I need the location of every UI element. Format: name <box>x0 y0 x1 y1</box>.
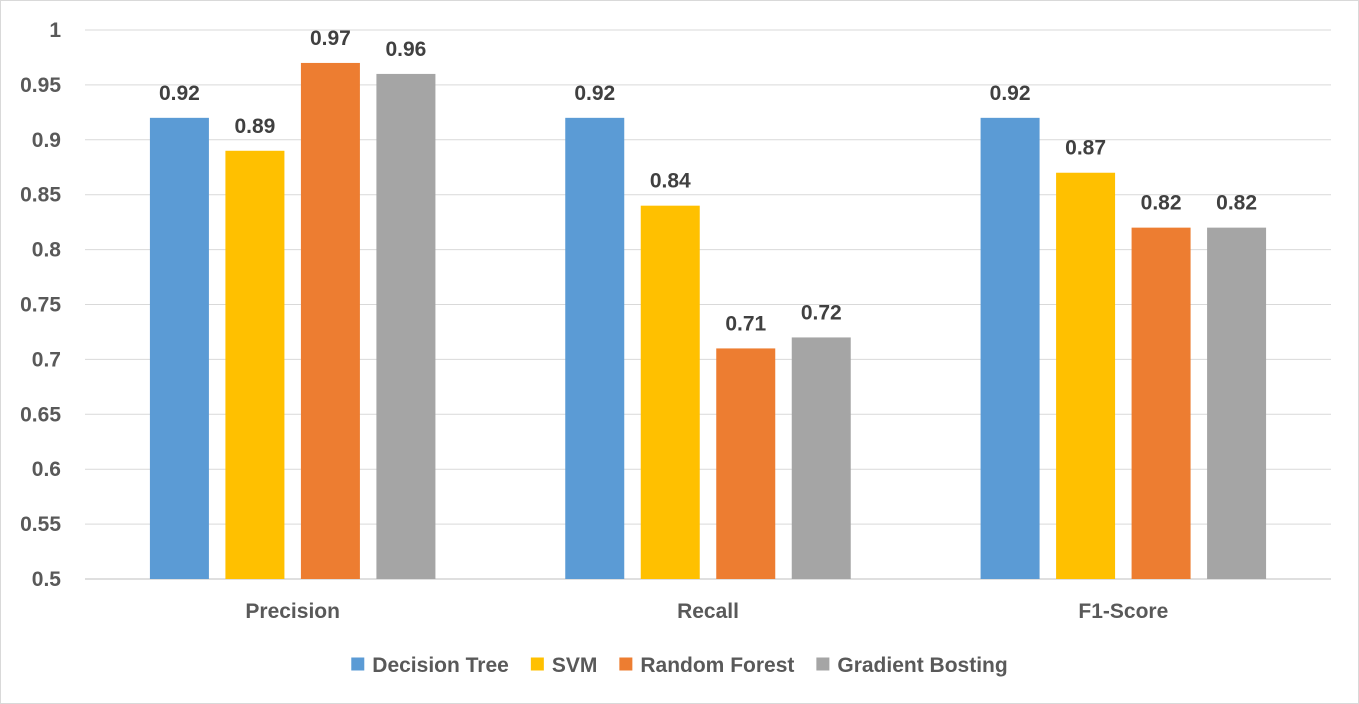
data-label: 0.97 <box>310 27 351 50</box>
legend-label: SVM <box>552 654 598 677</box>
y-tick-label: 0.8 <box>32 239 62 262</box>
x-category-label: Precision <box>245 600 340 623</box>
y-axis: 0.5 0.55 0.6 0.65 0.7 0.75 0.8 0.85 0.9 0.95 1 <box>20 19 61 591</box>
data-label: 0.84 <box>650 170 691 193</box>
y-tick-label: 0.95 <box>20 74 61 97</box>
y-tick-label: 0.5 <box>32 568 62 591</box>
y-tick-label: 0.9 <box>32 129 61 152</box>
bar-gradient-bosting-f1-score <box>1207 227 1267 579</box>
data-labels: 0.92 0.89 0.97 0.96 0.92 0.84 0.71 0.72 0.92 0.87… <box>159 27 1257 335</box>
x-axis: Precision Recall F1-Score <box>245 600 1168 623</box>
legend-swatch <box>351 657 365 671</box>
legend: Decision Tree SVM Random Forest Gradient Bo… <box>351 654 1008 677</box>
legend-swatch <box>816 657 830 671</box>
bar-svm-recall <box>640 205 700 579</box>
bar-random-forest-recall <box>716 348 776 579</box>
bar-decision-tree-f1-score <box>980 117 1040 579</box>
y-tick-label: 1 <box>49 19 61 42</box>
legend-swatch <box>530 657 544 671</box>
bar-random-forest-precision <box>300 62 360 579</box>
bar-decision-tree-recall <box>565 117 625 579</box>
legend-item: Gradient Bosting <box>816 654 1008 677</box>
x-category-label: Recall <box>677 600 739 623</box>
data-label: 0.92 <box>159 82 200 105</box>
legend-item: SVM <box>530 654 598 677</box>
bar-gradient-bosting-precision <box>376 73 436 580</box>
bar-random-forest-f1-score <box>1131 227 1191 579</box>
gridlines <box>85 29 1331 580</box>
data-label: 0.82 <box>1216 192 1257 215</box>
data-label: 0.92 <box>990 82 1031 105</box>
data-label: 0.89 <box>234 115 275 138</box>
legend-item: Decision Tree <box>351 654 509 677</box>
legend-label: Gradient Bosting <box>837 654 1007 677</box>
data-label: 0.71 <box>725 312 766 335</box>
data-label: 0.87 <box>1065 137 1106 160</box>
y-tick-label: 0.6 <box>32 458 61 481</box>
data-label: 0.82 <box>1141 192 1182 215</box>
y-tick-label: 0.55 <box>20 513 61 536</box>
y-tick-label: 0.85 <box>20 184 61 207</box>
legend-item: Random Forest <box>619 654 794 677</box>
legend-label: Decision Tree <box>372 654 509 677</box>
data-label: 0.92 <box>574 82 615 105</box>
data-label: 0.96 <box>385 38 426 61</box>
y-tick-label: 0.7 <box>32 348 61 371</box>
y-tick-label: 0.65 <box>20 403 61 426</box>
bars <box>149 62 1267 580</box>
x-category-label: F1-Score <box>1078 600 1168 623</box>
legend-label: Random Forest <box>640 654 794 677</box>
bar-svm-precision <box>225 150 285 579</box>
data-label: 0.72 <box>801 301 842 324</box>
y-tick-label: 0.75 <box>20 294 61 317</box>
bar-gradient-bosting-recall <box>791 337 851 579</box>
bar-svm-f1-score <box>1056 172 1116 580</box>
legend-swatch <box>619 657 633 671</box>
bar-decision-tree-precision <box>149 117 209 579</box>
